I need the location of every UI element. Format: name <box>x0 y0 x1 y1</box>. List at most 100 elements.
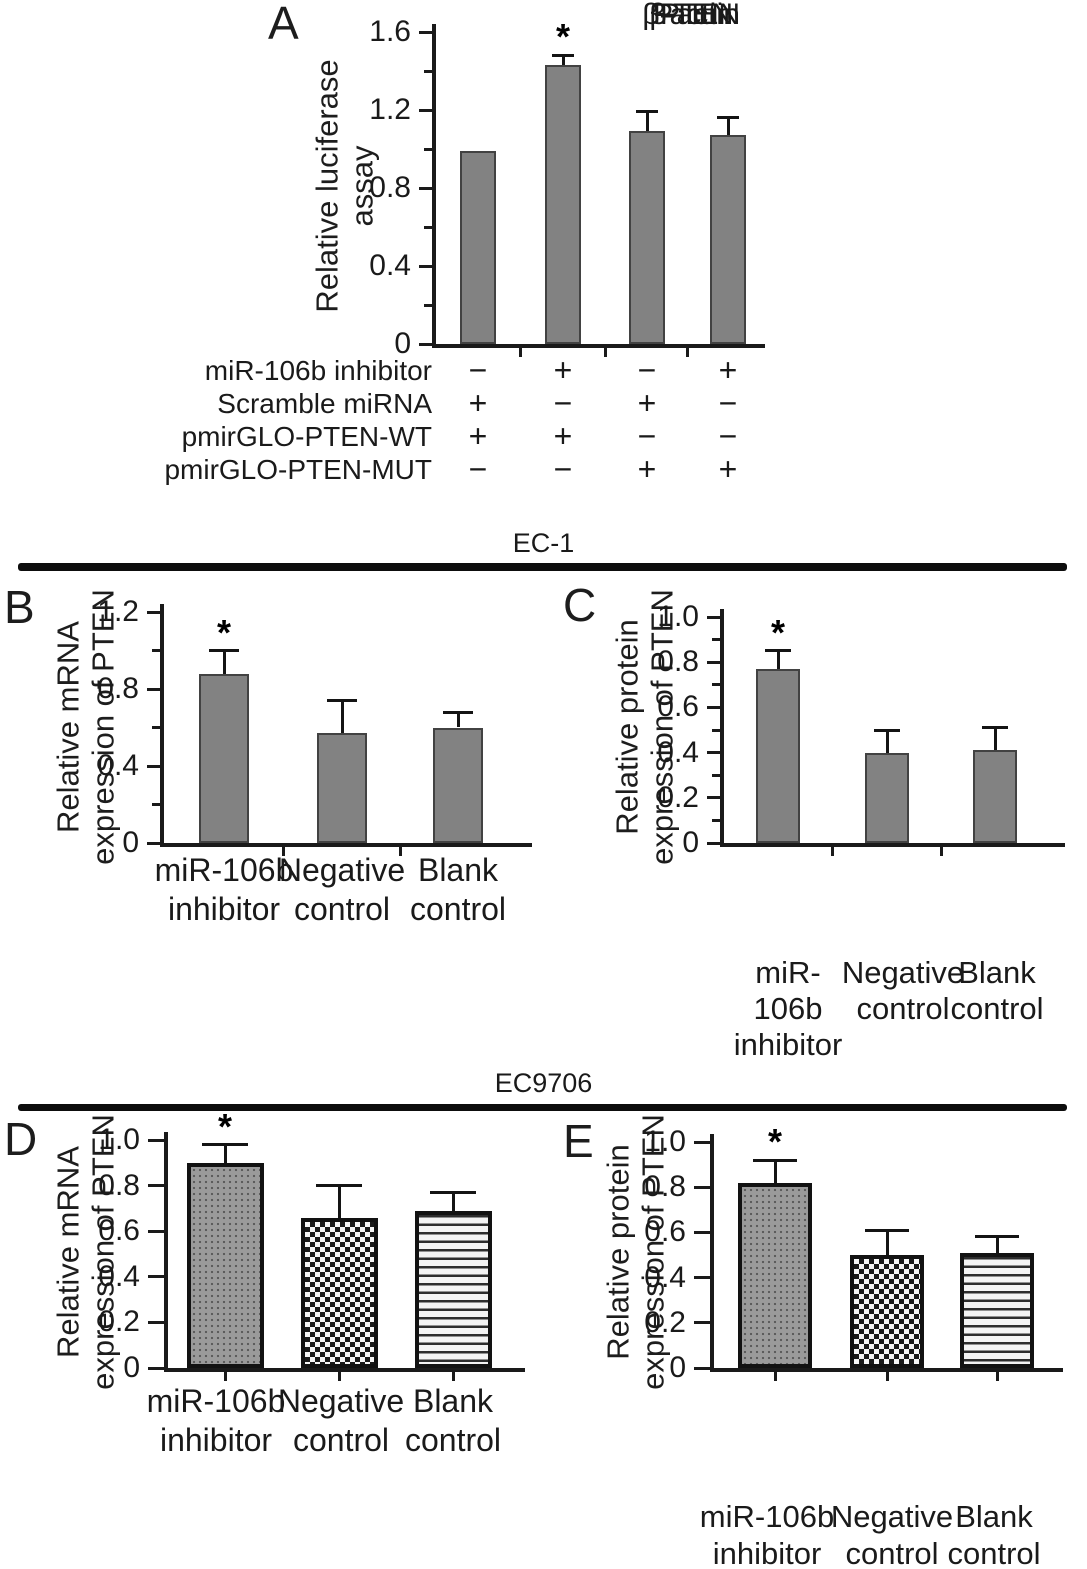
x-axis-line-c <box>720 843 1065 847</box>
bar-b-3 <box>433 727 483 843</box>
y-minor-tick-c <box>712 818 720 822</box>
bar-a-3 <box>629 131 665 344</box>
x-tick-d <box>337 1372 341 1381</box>
x-category-label-b-3: Blank control <box>409 852 507 928</box>
matrix-symbol-3-4: − <box>718 418 738 454</box>
significance-star-a: * <box>555 16 570 58</box>
y-tick-label-c: 0 <box>682 826 699 859</box>
panel-letter-b: B <box>4 581 35 633</box>
y-tick-d <box>148 1275 164 1279</box>
blot-row-label-c-1: PTEN <box>659 0 740 31</box>
y-tick-label-c: 0.2 <box>657 780 699 814</box>
x-tick-a <box>519 348 522 357</box>
matrix-symbol-2-2: − <box>553 385 573 421</box>
y-axis-line-c <box>720 609 724 847</box>
bar-d-1 <box>186 1162 264 1368</box>
y-tick-a <box>419 186 432 190</box>
matrix-symbol-3-2: + <box>553 418 573 454</box>
bar-d-3 <box>414 1210 492 1368</box>
y-tick-c <box>707 705 720 709</box>
bar-c-3 <box>973 750 1017 843</box>
error-bar-stem-b-1 <box>222 650 226 674</box>
y-minor-tick-a <box>424 69 432 73</box>
y-minor-tick-b <box>152 726 160 729</box>
significance-star-b: * <box>216 611 231 653</box>
error-bar-stem-a-2 <box>561 55 565 66</box>
y-axis-line-e <box>710 1134 714 1372</box>
error-bar-cap-d-1 <box>201 1143 249 1147</box>
y-tick-label-a: 1.2 <box>369 93 411 126</box>
matrix-row-label-2: Scramble miRNA <box>217 388 432 419</box>
error-bar-cap-a-3 <box>636 110 658 114</box>
y-minor-tick-b <box>152 649 160 652</box>
y-tick-label-e: 0 <box>669 1351 686 1384</box>
lane-label-e-3: Blank control <box>947 1499 1041 1569</box>
matrix-symbol-3-1: + <box>468 418 488 454</box>
y-minor-tick-a <box>424 225 432 229</box>
y-tick-c <box>707 841 720 845</box>
x-category-label-b-1: miR-106b inhibitor <box>154 852 294 928</box>
matrix-symbol-4-1: − <box>468 451 488 487</box>
section-divider-ec9706 <box>18 1104 1067 1111</box>
y-tick-label-c: 0.8 <box>657 645 699 679</box>
x-tick-a <box>686 348 689 357</box>
y-tick-label-d: 0.6 <box>98 1214 140 1248</box>
bar-a-1 <box>460 150 496 344</box>
bar-b-1 <box>199 673 249 843</box>
x-tick-e <box>773 1372 777 1381</box>
y-tick-c <box>707 615 720 619</box>
y-tick-label-b: 0.4 <box>97 749 139 782</box>
y-minor-tick-a <box>424 303 432 307</box>
bar-c-1 <box>756 668 800 843</box>
y-tick-label-b: 0.8 <box>97 672 139 705</box>
matrix-symbol-4-3: + <box>637 451 657 487</box>
error-bar-stem-e-2 <box>885 1230 889 1255</box>
y-minor-tick-c <box>712 638 720 642</box>
y-tick-label-d: 0.4 <box>98 1259 140 1293</box>
bar-d-2 <box>300 1217 378 1368</box>
matrix-symbol-2-1: + <box>468 385 488 421</box>
matrix-symbol-2-3: + <box>637 385 657 421</box>
y-tick-a <box>419 264 432 268</box>
lane-label-e-1: miR-106b inhibitor <box>699 1499 835 1569</box>
significance-star-e: * <box>767 1121 782 1163</box>
y-tick-label-c: 0.6 <box>657 690 699 724</box>
y-axis-line-d <box>164 1132 168 1372</box>
x-tick-d <box>223 1372 227 1381</box>
y-tick-d <box>148 1366 164 1370</box>
y-tick-e <box>694 1366 710 1370</box>
error-bar-cap-a-2 <box>552 53 574 57</box>
y-minor-tick-c <box>712 773 720 777</box>
x-tick-e <box>885 1372 889 1381</box>
panel-letter-c: C <box>563 579 597 631</box>
error-bar-cap-d-2 <box>315 1184 363 1188</box>
x-axis-line-e <box>710 1368 1063 1372</box>
y-tick-e <box>694 1185 710 1189</box>
x-tick-c <box>939 847 943 856</box>
matrix-row-label-4: pmirGLO-PTEN-MUT <box>164 454 432 485</box>
matrix-symbol-2-4: − <box>718 385 738 421</box>
x-tick-b <box>398 847 402 856</box>
y-tick-label-e: 0.2 <box>644 1305 686 1339</box>
y-tick-label-d: 0 <box>123 1351 140 1384</box>
bar-b-2 <box>317 733 367 843</box>
error-bar-stem-b-2 <box>340 700 344 734</box>
error-bar-stem-d-1 <box>223 1144 227 1163</box>
y-tick-label-d: 0.8 <box>98 1168 140 1202</box>
y-tick-a <box>419 342 432 346</box>
section-divider-ec1 <box>18 563 1067 571</box>
y-minor-tick-c <box>712 728 720 732</box>
bar-c-2 <box>865 752 909 843</box>
y-tick-label-b: 1.2 <box>97 595 139 628</box>
y-tick-b <box>147 841 160 845</box>
bar-a-2 <box>545 65 581 344</box>
y-tick-d <box>148 1184 164 1188</box>
error-bar-cap-b-1 <box>209 649 239 652</box>
blot-row-label-e-1: PTEN <box>652 0 733 31</box>
matrix-symbol-1-2: + <box>553 352 573 388</box>
matrix-symbol-1-4: + <box>718 352 738 388</box>
matrix-symbol-1-1: − <box>468 352 488 388</box>
x-category-label-d-3: Blank control <box>404 1383 502 1459</box>
y-tick-label-a: 0.8 <box>369 171 411 204</box>
